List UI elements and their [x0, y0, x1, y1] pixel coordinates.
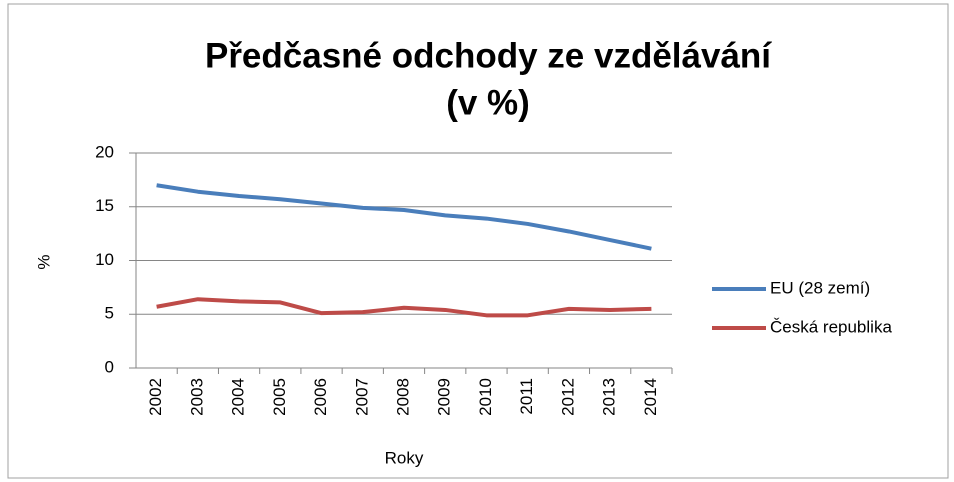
- x-tick-label: 2005: [270, 378, 289, 416]
- x-tick-label: 2009: [435, 378, 454, 416]
- x-tick-label: 2007: [352, 378, 371, 416]
- y-axis-label: %: [34, 254, 53, 269]
- x-tick-label: 2008: [393, 378, 412, 416]
- legend-label: EU (28 zemí): [770, 278, 870, 297]
- x-tick-label: 2011: [517, 378, 536, 415]
- series-line: [156, 183, 652, 251]
- x-tick-label: 2004: [229, 378, 248, 416]
- x-tick-label: 2010: [476, 378, 495, 416]
- x-tick-label: 2013: [600, 378, 619, 416]
- y-tick-label: 5: [105, 304, 114, 323]
- chart-frame: [7, 3, 949, 479]
- x-tick-label: 2006: [311, 378, 330, 416]
- chart-title: (v %): [446, 83, 530, 122]
- x-axis-label: Roky: [385, 448, 424, 467]
- series-line: [156, 297, 652, 318]
- y-tick-label: 20: [95, 142, 114, 161]
- x-tick-label: 2012: [558, 378, 577, 416]
- y-tick-label: 0: [105, 357, 114, 376]
- x-tick-label: 2003: [187, 378, 206, 416]
- y-tick-label: 10: [95, 250, 114, 269]
- legend-label: Česká republika: [770, 317, 892, 336]
- x-tick-label: 2002: [146, 378, 165, 416]
- x-tick-label: 2014: [641, 378, 660, 416]
- chart-title: Předčasné odchody ze vzdělávání: [205, 36, 772, 75]
- y-tick-label: 15: [95, 196, 114, 215]
